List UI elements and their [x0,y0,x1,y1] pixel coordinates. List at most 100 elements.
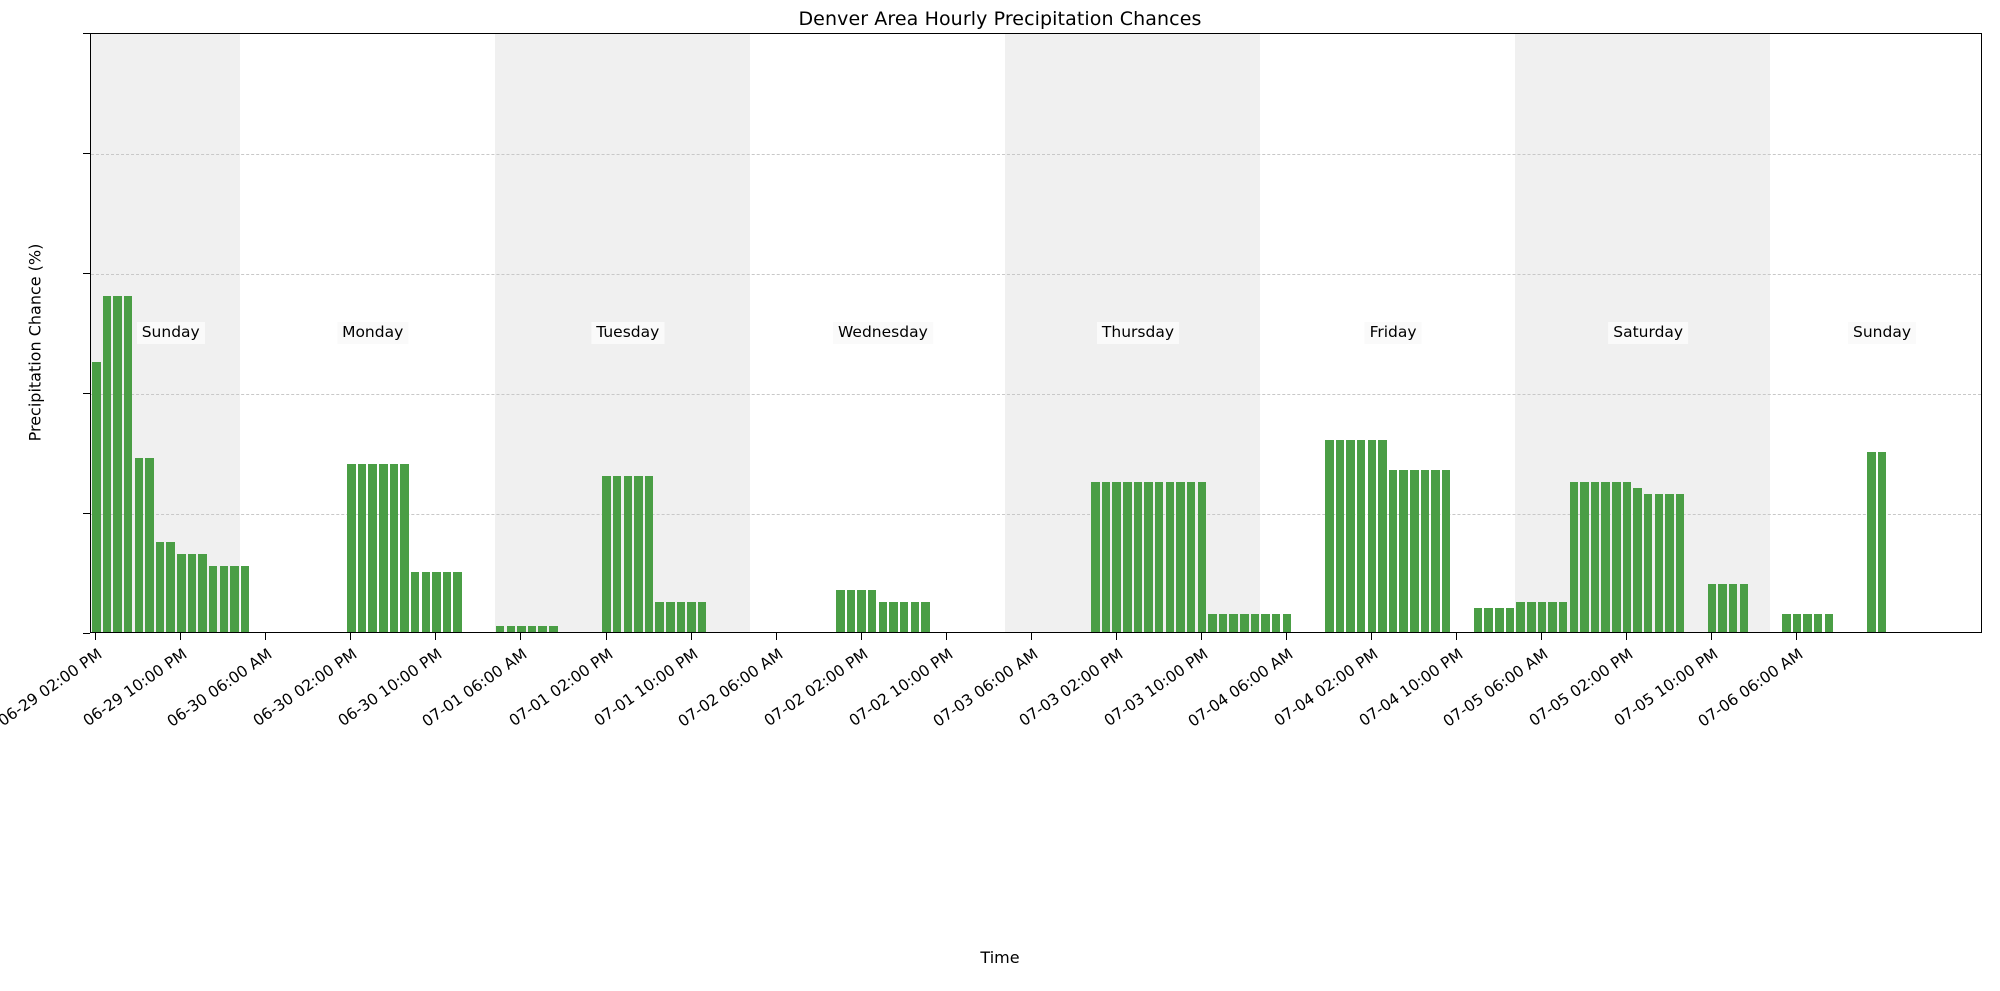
bar [379,464,388,632]
bar [1176,482,1185,632]
bar [134,458,144,632]
bar [1420,470,1430,632]
bar [1739,584,1749,632]
bar [1325,440,1334,632]
bar [177,554,186,632]
x-tick-mark [1200,633,1202,640]
y-axis-label: Precipitation Chance (%) [25,243,45,442]
bar [846,590,856,632]
bar [1728,584,1738,632]
bar [1484,608,1493,632]
x-tick-mark [520,633,522,640]
bar [1378,440,1387,632]
bar [421,572,431,632]
bar [506,626,516,632]
bar [910,602,919,632]
x-tick-mark [1285,633,1287,640]
bar [1367,440,1377,632]
bar [1154,482,1164,632]
y-tick-mark [83,633,90,634]
bar [899,602,909,632]
bar [1590,482,1600,632]
bar [347,464,356,632]
x-tick-mark [1795,633,1797,640]
bar [1718,584,1727,632]
bar [676,602,686,632]
bar [1527,602,1536,632]
bar [230,566,239,632]
bar [1877,452,1887,632]
bar [1410,470,1419,632]
x-tick-mark [435,633,437,640]
bar [240,566,250,632]
bar [1792,614,1802,632]
bar [644,476,654,632]
bar [1782,614,1791,632]
bar [1356,440,1366,632]
bar [867,590,877,632]
bar [357,464,367,632]
bar [1218,614,1228,632]
bar [1335,440,1345,632]
bar [432,572,441,632]
bar [1824,614,1834,632]
bar [623,476,633,632]
bar [1240,614,1249,632]
x-tick-mark [605,633,607,640]
x-tick-mark [775,633,777,640]
bar [1271,614,1281,632]
bar [517,626,526,632]
gridline [91,154,1981,155]
bar [1399,470,1408,632]
bar [1197,482,1206,632]
bar [400,464,409,632]
bar [655,602,664,632]
bar [1580,482,1589,632]
bar [602,476,611,632]
bar [1643,494,1653,632]
bar [145,458,154,632]
bar [198,554,207,632]
bar [1388,470,1398,632]
bar [1346,440,1355,632]
bar [1601,482,1610,632]
bar [1654,494,1664,632]
bar [389,464,399,632]
bar [1537,602,1547,632]
chart-title: Denver Area Hourly Precipitation Chances [798,8,1202,30]
bar [889,602,898,632]
bar [495,626,505,632]
bar [878,602,888,632]
bar [921,602,930,632]
bar [1665,494,1674,632]
bar [1186,482,1196,632]
bar [666,602,675,632]
day-label: Monday [337,322,409,344]
bar [1091,482,1100,632]
x-tick-mark [860,633,862,640]
x-tick-mark [1625,633,1627,640]
bar [1558,602,1568,632]
x-tick-mark [95,633,97,640]
bar [1548,602,1557,632]
bar [1261,614,1270,632]
bar [1505,608,1515,632]
day-label: Tuesday [591,322,665,344]
bar [1633,488,1642,632]
bar [1282,614,1292,632]
day-label: Wednesday [833,322,933,344]
x-tick-mark [1030,633,1032,640]
x-tick-mark [690,633,692,640]
plot-area: Sunday Monday Tuesday Wednesday Thursday Frid… [90,33,1982,633]
bar [1813,614,1823,632]
bar [102,296,112,632]
bar [123,296,133,632]
bar [527,626,537,632]
bar [1622,482,1632,632]
bar [549,626,558,632]
bar [1675,494,1685,632]
bar [1707,584,1717,632]
x-tick-label: 06-29 02:00 PM [0,645,106,730]
x-tick-mark [265,633,267,640]
